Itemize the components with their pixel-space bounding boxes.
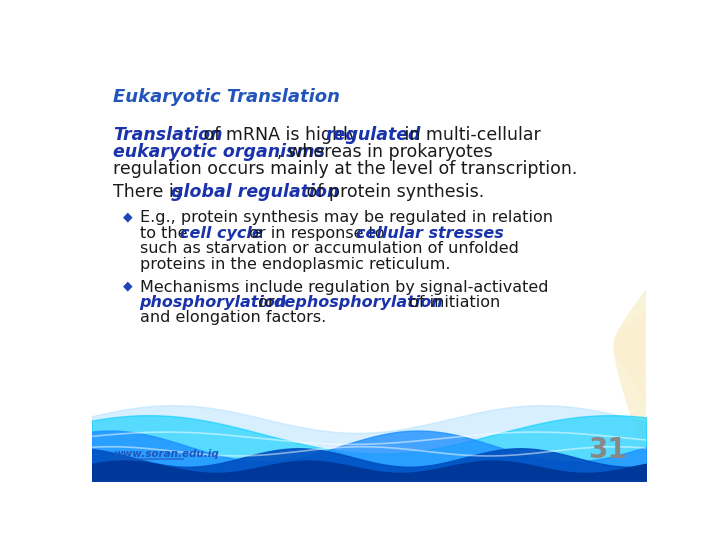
Text: There is: There is [113,184,189,201]
Ellipse shape [615,341,720,481]
Text: to the: to the [140,226,192,241]
Text: www.soran.edu.iq: www.soran.edu.iq [113,449,219,459]
Text: eukaryotic organisms: eukaryotic organisms [113,143,325,161]
Ellipse shape [615,218,720,342]
Text: phosphorylation: phosphorylation [140,295,287,310]
Text: regulated: regulated [325,126,420,144]
Text: Eukaryotic Translation: Eukaryotic Translation [113,88,341,106]
Text: regulation occurs mainly at the level of transcription.: regulation occurs mainly at the level of… [113,160,577,178]
Text: such as starvation or accumulation of unfolded: such as starvation or accumulation of un… [140,241,518,256]
Text: Mechanisms include regulation by signal-activated: Mechanisms include regulation by signal-… [140,280,548,295]
Text: 31: 31 [588,436,627,464]
Text: or in response to: or in response to [244,226,390,241]
Text: cellular stresses: cellular stresses [356,226,504,241]
Text: dephosphorylation: dephosphorylation [274,295,443,310]
Ellipse shape [615,177,720,342]
Ellipse shape [616,341,720,434]
Text: global regulation: global regulation [171,184,340,201]
Text: cell cycle: cell cycle [180,226,263,241]
Text: of initiation: of initiation [404,295,500,310]
Text: in multi-cellular: in multi-cellular [399,126,541,144]
Text: proteins in the endoplasmic reticulum.: proteins in the endoplasmic reticulum. [140,256,450,272]
Ellipse shape [616,267,720,343]
Text: of protein synthesis.: of protein synthesis. [301,184,485,201]
Text: or: or [253,295,279,310]
Text: ◆: ◆ [122,211,132,224]
Ellipse shape [615,342,720,519]
Text: of mRNA is highly: of mRNA is highly [198,126,364,144]
Text: Translation: Translation [113,126,223,144]
Ellipse shape [616,319,720,347]
Ellipse shape [616,339,720,382]
Ellipse shape [614,342,690,540]
Text: ◆: ◆ [122,280,132,293]
Text: and elongation factors.: and elongation factors. [140,310,325,326]
Text: , whereas in prokaryotes: , whereas in prokaryotes [276,143,492,161]
Text: E.g., protein synthesis may be regulated in relation: E.g., protein synthesis may be regulated… [140,211,552,225]
